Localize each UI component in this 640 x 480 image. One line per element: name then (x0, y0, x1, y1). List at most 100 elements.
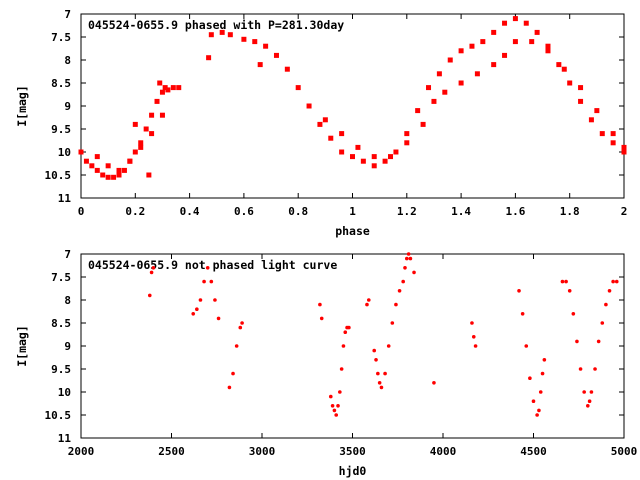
data-point (412, 270, 416, 275)
data-point (273, 52, 279, 58)
data-point (252, 39, 258, 45)
data-point (512, 16, 518, 22)
y-tick-label: 8 (64, 54, 71, 67)
data-point (341, 344, 346, 348)
data-point (404, 140, 410, 146)
y-tick-label: 9.5 (51, 123, 71, 136)
data-point (524, 344, 529, 348)
data-point (587, 399, 592, 404)
data-point (586, 404, 590, 408)
x-tick-label: 0 (78, 205, 85, 218)
data-point (151, 266, 156, 270)
data-point (436, 71, 442, 77)
data-point (383, 371, 387, 376)
x-tick-label: 3500 (339, 445, 366, 458)
data-point (295, 85, 301, 91)
plot-frame (80, 13, 625, 199)
data-point (502, 20, 508, 26)
data-point (404, 131, 410, 137)
data-point (191, 312, 196, 316)
data-point (371, 163, 377, 169)
data-point (520, 312, 525, 316)
y-tick-label: 7 (64, 8, 71, 21)
data-point (343, 330, 348, 335)
data-point (469, 43, 475, 49)
y-tick-label: 7.5 (51, 31, 71, 44)
data-point (149, 270, 154, 275)
data-point (147, 293, 152, 298)
data-point (213, 298, 217, 302)
data-point (371, 154, 377, 160)
data-point (426, 85, 432, 91)
data-point (531, 399, 536, 404)
chart-title: 045524-0655.9 phased with P=281.30day (88, 18, 344, 32)
data-point (564, 279, 568, 284)
data-point (575, 339, 579, 344)
y-tick-label: 8 (64, 294, 71, 307)
data-point (473, 344, 478, 348)
data-point (542, 358, 547, 362)
data-point (334, 413, 339, 417)
x-tick-label: 3000 (249, 445, 276, 458)
data-point (100, 172, 106, 178)
data-point (306, 103, 312, 109)
data-point (374, 358, 378, 362)
data-point (322, 117, 328, 123)
data-point (209, 279, 214, 284)
data-point (538, 390, 543, 394)
data-point (365, 302, 369, 307)
chart-title: 045524-0655.9 not phased light curve (88, 258, 337, 272)
y-tick-label: 7 (64, 248, 71, 261)
data-point (578, 98, 584, 104)
x-tick-label: 0.4 (180, 205, 200, 218)
data-point (528, 376, 532, 381)
data-point (571, 312, 576, 316)
y-tick-label: 8.5 (51, 317, 71, 330)
x-axis-label: phase (335, 224, 370, 238)
data-point (393, 149, 399, 155)
data-point (318, 302, 322, 307)
data-point (328, 135, 334, 141)
data-point (447, 57, 453, 63)
data-point (545, 48, 551, 54)
data-point (578, 85, 584, 91)
data-point (138, 144, 144, 150)
data-point (227, 32, 233, 38)
y-tick-label: 9.5 (51, 363, 71, 376)
data-point (517, 289, 521, 293)
data-point (360, 158, 366, 164)
data-point (607, 289, 612, 293)
data-point (537, 408, 541, 413)
data-point (231, 371, 235, 376)
data-point (523, 20, 529, 26)
data-point (471, 335, 476, 339)
data-point (138, 140, 144, 146)
data-point (127, 158, 133, 164)
data-point (132, 149, 138, 155)
data-point (403, 266, 407, 270)
x-tick-label: 0.2 (125, 205, 145, 218)
data-point (154, 98, 160, 104)
x-tick-label: 2 (621, 205, 628, 218)
x-tick-label: 2500 (158, 445, 185, 458)
data-point (610, 140, 616, 146)
data-point (561, 66, 567, 72)
y-tick-label: 10.5 (45, 169, 72, 182)
x-tick-label: 1 (349, 205, 356, 218)
data-point (588, 117, 594, 123)
data-point (545, 43, 551, 49)
data-point (394, 302, 398, 307)
data-point (216, 316, 221, 321)
data-point (159, 112, 165, 118)
data-point (382, 158, 388, 164)
data-point (338, 390, 342, 394)
data-point (366, 298, 371, 302)
data-point (567, 289, 572, 293)
data-point (146, 172, 152, 178)
data-point (284, 66, 290, 72)
data-point (78, 149, 84, 155)
data-point (332, 408, 337, 413)
data-point (319, 316, 324, 321)
x-tick-label: 0.6 (234, 205, 254, 218)
data-point (405, 256, 409, 261)
